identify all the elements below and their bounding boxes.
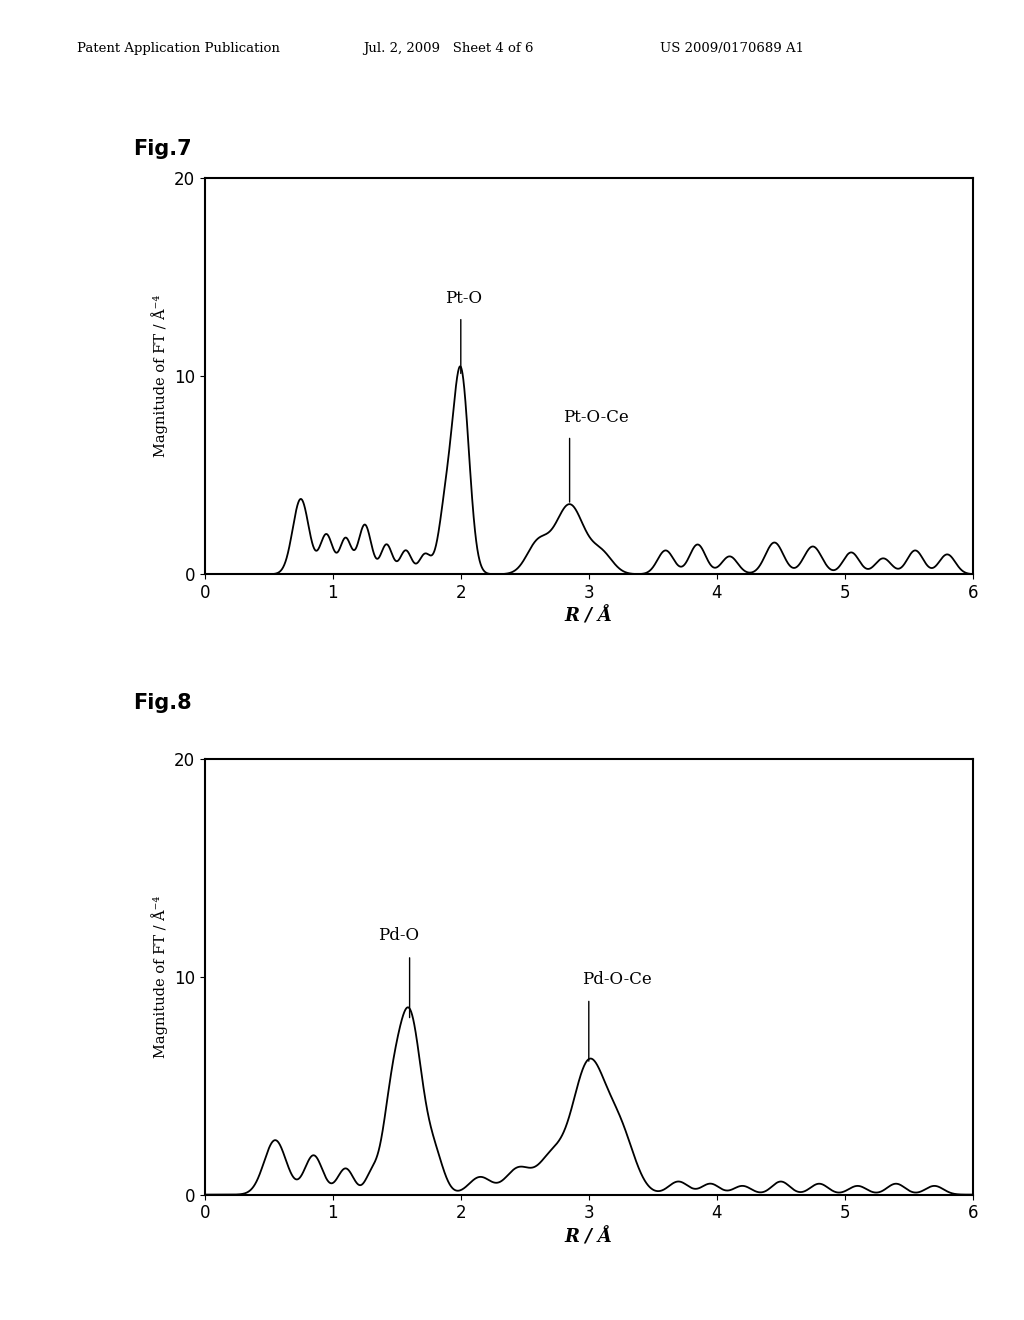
Text: US 2009/0170689 A1: US 2009/0170689 A1 (660, 42, 805, 55)
X-axis label: R / Å: R / Å (565, 607, 612, 626)
Text: Pd-O-Ce: Pd-O-Ce (583, 970, 652, 987)
Text: Pt-O: Pt-O (445, 290, 482, 308)
Text: Fig.8: Fig.8 (133, 693, 191, 713)
Text: Patent Application Publication: Patent Application Publication (77, 42, 280, 55)
Text: Pd-O: Pd-O (378, 927, 419, 944)
Y-axis label: Magnitude of FT / Å⁻⁴: Magnitude of FT / Å⁻⁴ (152, 896, 168, 1057)
Y-axis label: Magnitude of FT / Å⁻⁴: Magnitude of FT / Å⁻⁴ (152, 296, 168, 457)
Text: Pt-O-Ce: Pt-O-Ce (563, 409, 629, 425)
Text: Jul. 2, 2009   Sheet 4 of 6: Jul. 2, 2009 Sheet 4 of 6 (364, 42, 535, 55)
Text: Fig.7: Fig.7 (133, 139, 191, 158)
X-axis label: R / Å: R / Å (565, 1228, 612, 1246)
